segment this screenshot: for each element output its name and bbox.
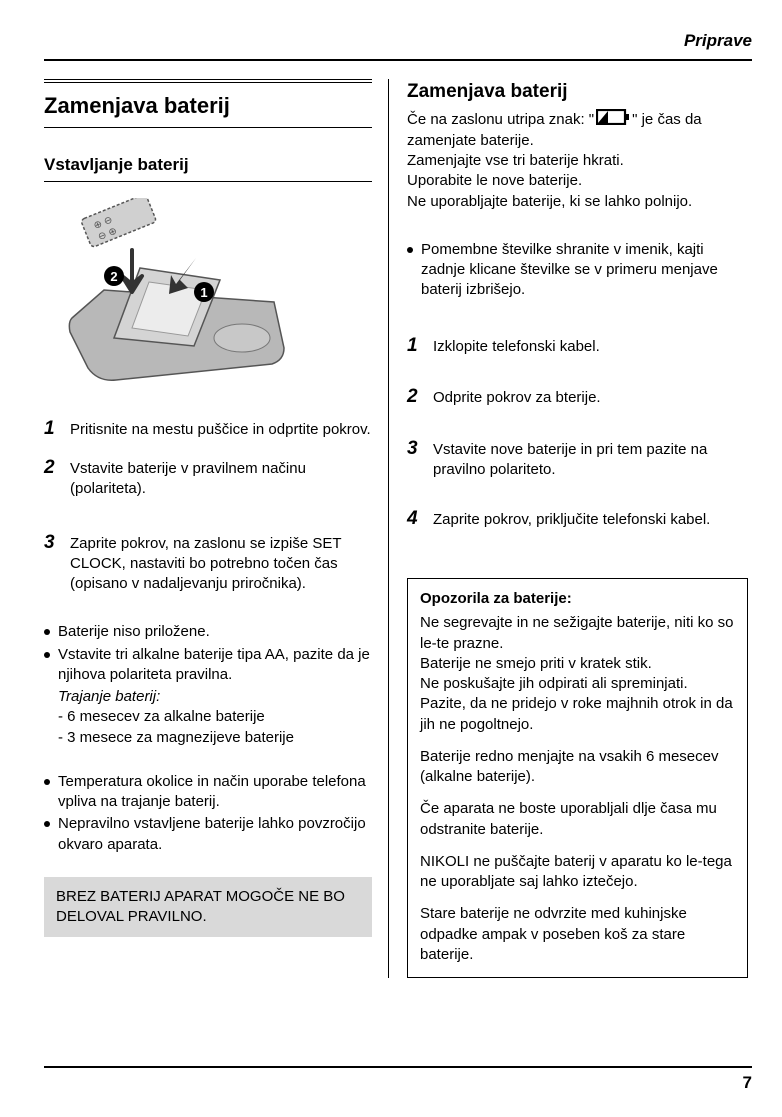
step-text: Vstavite baterije v pravilnem načinu (po… [70,455,372,500]
step-item: 1Izklopite telefonski kabel. [407,333,748,359]
step-number: 2 [407,384,429,410]
step-item: 1Pritisnite na mestu puščice in odprtite… [44,416,372,442]
warning-title: Opozorila za baterije: [420,589,735,609]
step-item: 2Vstavite baterije v pravilnem načinu (p… [44,455,372,500]
list-item: Nepravilno vstavljene baterije lahko pov… [44,814,372,855]
intro-pre: Če na zaslonu utripa znak: " [407,111,594,128]
device-illustration: ⊕ ⊖ ⊖ ⊕ 2 1 [44,198,304,398]
right-title: Zamenjava baterij [407,79,748,105]
step-number: 4 [407,506,429,532]
bullet-text: Nepravilno vstavljene baterije lahko pov… [58,814,372,855]
right-column: Zamenjava baterij Če na zaslonu utripa z… [388,79,748,978]
left-subtitle: Vstavljanje baterij [44,154,372,182]
intro-line-2: Uporabite le nove baterije. [407,172,582,189]
illus-marker-1: 1 [200,285,207,300]
step-text: Odprite pokrov za bterije. [433,384,601,408]
warning-paragraph: Stare baterije ne odvrzite med kuhinjske… [420,904,735,965]
intro-line-1: Zamenjajte vse tri baterije hkrati. [407,152,624,169]
step-item: 3Vstavite nove baterije in pri tem pazit… [407,436,748,481]
gray-note: BREZ BATERIJ APARAT MOGOČE NE BO DELOVAL… [44,877,372,938]
bullet-text: Baterije niso priložene. [58,622,372,642]
warning-paragraph: Če aparata ne boste uporabljali dlje čas… [420,799,735,840]
right-steps-list: 1Izklopite telefonski kabel. 2Odprite pok… [407,333,748,532]
illus-marker-2: 2 [110,269,117,284]
step-text: Pritisnite na mestu puščice in odprtite … [70,416,371,440]
page-footer: 7 [44,1066,752,1095]
thin-rule [44,127,372,128]
left-bullets-2: Temperatura okolice in način uporabe tel… [44,772,372,855]
battery-life-line2: - 3 mesece za magnezijeve baterije [58,728,372,748]
left-bullets-1: Baterije niso priložene. Vstavite tri alk… [44,622,372,685]
step-number: 1 [407,333,429,359]
left-steps-list: 1Pritisnite na mestu puščice in odprtite… [44,416,372,595]
list-item: Vstavite tri alkalne baterije tipa AA, p… [44,645,372,686]
right-bullet: Pomembne številke shranite v imenik, kaj… [407,240,748,301]
list-item: Baterije niso priložene. [44,622,372,642]
bullet-dot [44,652,50,658]
step-number: 3 [44,530,66,556]
battery-life-heading: Trajanje baterij: [58,687,372,707]
bullet-text: Vstavite tri alkalne baterije tipa AA, p… [58,645,372,686]
right-intro: Če na zaslonu utripa znak: "" je čas da … [407,109,748,212]
step-item: 3Zaprite pokrov, na zaslonu se izpiše SE… [44,530,372,595]
warning-box: Opozorila za baterije: Ne segrevajte in … [407,578,748,978]
step-text: Zaprite pokrov, priključite telefonski k… [433,506,710,530]
bullet-text: Temperatura okolice in način uporabe tel… [58,772,372,813]
step-number: 1 [44,416,66,442]
header-section: Priprave [44,30,752,53]
intro-line-3: Ne uporabljajte baterije, ki se lahko po… [407,193,692,210]
step-number: 2 [44,455,66,481]
battery-icon [596,109,630,131]
left-column: Zamenjava baterij Vstavljanje baterij [44,79,388,978]
bullet-dot [407,247,413,253]
warning-paragraph: Baterije redno menjajte na vsakih 6 mese… [420,747,735,788]
step-item: 4Zaprite pokrov, priključite telefonski … [407,506,748,532]
step-text: Izklopite telefonski kabel. [433,333,600,357]
page-number: 7 [44,1072,752,1095]
bullet-dot [44,821,50,827]
bullet-dot [44,629,50,635]
list-item: Temperatura okolice in način uporabe tel… [44,772,372,813]
step-number: 3 [407,436,429,462]
step-item: 2Odprite pokrov za bterije. [407,384,748,410]
double-rule [44,79,372,83]
battery-life-line1: - 6 mesecev za alkalne baterije [58,707,372,727]
warning-paragraph: NIKOLI ne puščajte baterij v aparatu ko … [420,852,735,893]
bullet-dot [44,779,50,785]
warning-paragraph: Ne segrevajte in ne sežigajte baterije, … [420,613,735,735]
right-bullet-text: Pomembne številke shranite v imenik, kaj… [421,240,748,301]
step-text: Vstavite nove baterije in pri tem pazite… [433,436,748,481]
left-title: Zamenjava baterij [44,91,372,121]
step-text: Zaprite pokrov, na zaslonu se izpiše SET… [70,530,372,595]
top-rule [44,59,752,61]
